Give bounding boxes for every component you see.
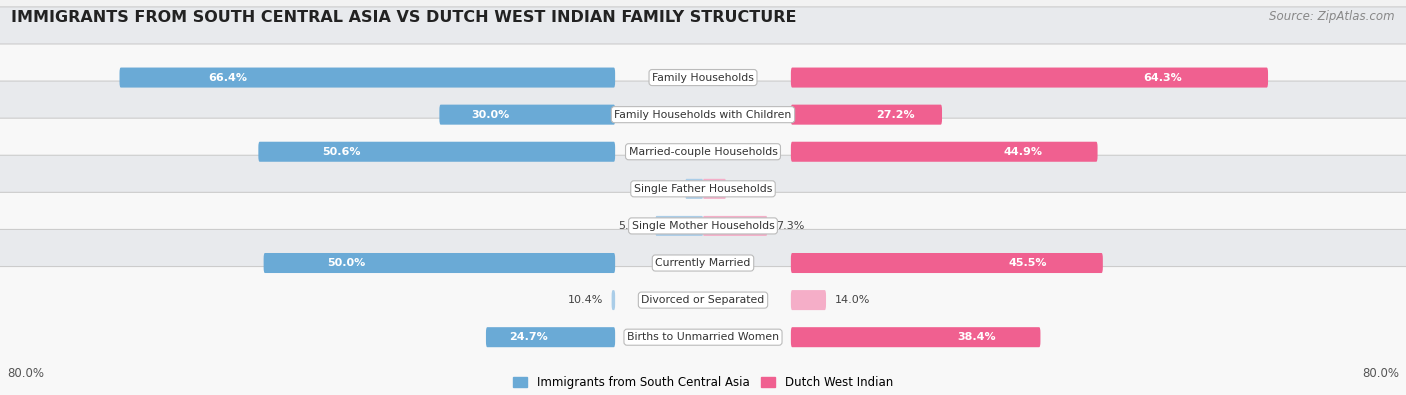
Text: 66.4%: 66.4% xyxy=(208,73,247,83)
Text: 44.9%: 44.9% xyxy=(1004,147,1042,157)
Text: Single Mother Households: Single Mother Households xyxy=(631,221,775,231)
FancyBboxPatch shape xyxy=(790,105,942,125)
Text: Family Households with Children: Family Households with Children xyxy=(614,110,792,120)
FancyBboxPatch shape xyxy=(0,155,1406,297)
Text: IMMIGRANTS FROM SOUTH CENTRAL ASIA VS DUTCH WEST INDIAN FAMILY STRUCTURE: IMMIGRANTS FROM SOUTH CENTRAL ASIA VS DU… xyxy=(11,10,797,25)
Text: 2.6%: 2.6% xyxy=(734,184,763,194)
Text: 50.0%: 50.0% xyxy=(328,258,366,268)
Text: 10.4%: 10.4% xyxy=(568,295,603,305)
Text: Family Households: Family Households xyxy=(652,73,754,83)
FancyBboxPatch shape xyxy=(790,68,1268,88)
Text: 38.4%: 38.4% xyxy=(957,332,995,342)
Text: 80.0%: 80.0% xyxy=(7,367,44,380)
FancyBboxPatch shape xyxy=(790,142,1098,162)
FancyBboxPatch shape xyxy=(703,179,725,199)
FancyBboxPatch shape xyxy=(655,216,703,236)
Text: Currently Married: Currently Married xyxy=(655,258,751,268)
FancyBboxPatch shape xyxy=(790,253,1102,273)
FancyBboxPatch shape xyxy=(486,327,616,347)
FancyBboxPatch shape xyxy=(703,216,768,236)
Text: 24.7%: 24.7% xyxy=(509,332,548,342)
FancyBboxPatch shape xyxy=(612,290,616,310)
FancyBboxPatch shape xyxy=(0,229,1406,371)
FancyBboxPatch shape xyxy=(0,192,1406,334)
FancyBboxPatch shape xyxy=(0,267,1406,395)
Text: 45.5%: 45.5% xyxy=(1008,258,1046,268)
Text: 27.2%: 27.2% xyxy=(876,110,915,120)
Text: 14.0%: 14.0% xyxy=(835,295,870,305)
FancyBboxPatch shape xyxy=(686,179,703,199)
FancyBboxPatch shape xyxy=(120,68,616,88)
FancyBboxPatch shape xyxy=(790,327,1040,347)
Text: 7.3%: 7.3% xyxy=(776,221,804,231)
FancyBboxPatch shape xyxy=(0,118,1406,260)
Text: Single Father Households: Single Father Households xyxy=(634,184,772,194)
Legend: Immigrants from South Central Asia, Dutch West Indian: Immigrants from South Central Asia, Dutc… xyxy=(513,376,893,389)
FancyBboxPatch shape xyxy=(259,142,616,162)
Text: 50.6%: 50.6% xyxy=(322,147,361,157)
FancyBboxPatch shape xyxy=(439,105,616,125)
Text: 80.0%: 80.0% xyxy=(1362,367,1399,380)
FancyBboxPatch shape xyxy=(790,290,827,310)
Text: Married-couple Households: Married-couple Households xyxy=(628,147,778,157)
FancyBboxPatch shape xyxy=(0,44,1406,185)
FancyBboxPatch shape xyxy=(0,7,1406,148)
Text: 5.4%: 5.4% xyxy=(619,221,647,231)
Text: Source: ZipAtlas.com: Source: ZipAtlas.com xyxy=(1270,10,1395,23)
Text: 30.0%: 30.0% xyxy=(471,110,509,120)
Text: Divorced or Separated: Divorced or Separated xyxy=(641,295,765,305)
Text: 64.3%: 64.3% xyxy=(1143,73,1182,83)
FancyBboxPatch shape xyxy=(0,81,1406,222)
Text: 2.0%: 2.0% xyxy=(648,184,676,194)
Text: Births to Unmarried Women: Births to Unmarried Women xyxy=(627,332,779,342)
FancyBboxPatch shape xyxy=(264,253,616,273)
